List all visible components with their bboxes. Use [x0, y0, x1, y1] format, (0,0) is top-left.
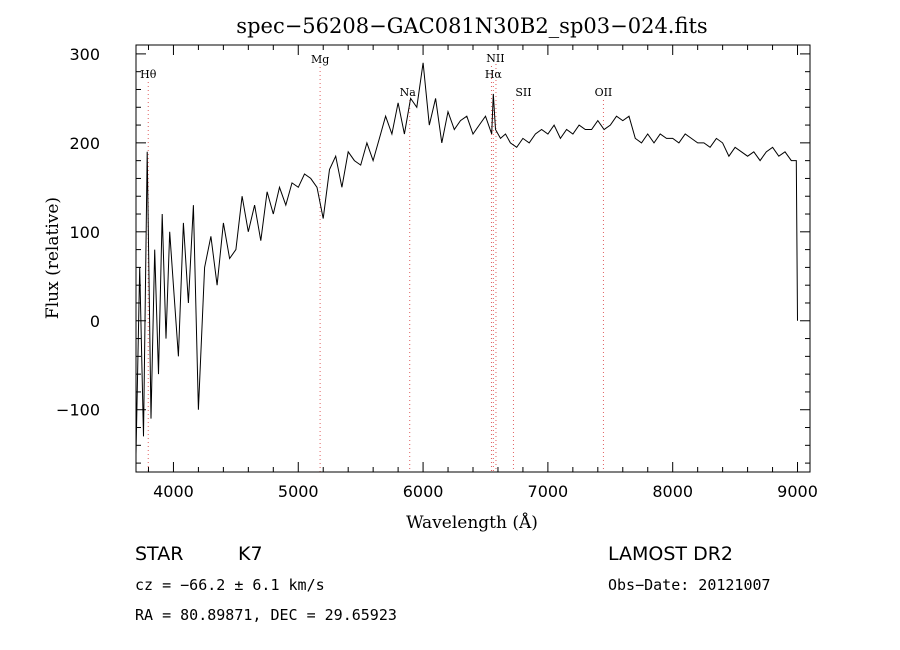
ra-dec: RA = 80.89871, DEC = 29.65923	[135, 606, 397, 624]
chart-title: spec−56208−GAC081N30B2_sp03−024.fits	[236, 14, 707, 38]
x-tick-label: 7000	[528, 482, 569, 501]
obs-date: Obs−Date: 20121007	[608, 576, 771, 594]
x-tick-label: 8000	[652, 482, 693, 501]
y-axis-label: Flux (relative)	[43, 197, 63, 319]
x-tick-label: 9000	[777, 482, 818, 501]
x-tick-label: 5000	[278, 482, 319, 501]
y-tick-label: 0	[90, 312, 100, 331]
survey-name: LAMOST DR2	[608, 543, 733, 565]
spectrum-line	[135, 62, 798, 455]
y-axis: −100 0 100 200 300	[56, 45, 810, 464]
y-tick-label: 100	[69, 223, 100, 242]
x-tick-label: 4000	[153, 482, 194, 501]
star-class: STAR	[135, 543, 183, 565]
spectral-line-label: Mg	[311, 53, 329, 66]
spectral-line-label: Hα	[485, 68, 503, 81]
x-tick-label: 6000	[403, 482, 444, 501]
spectral-line-label: NII	[486, 52, 504, 65]
spectral-line-label: SII	[515, 86, 531, 99]
spectral-line-label: Na	[400, 86, 417, 99]
y-tick-label: 200	[69, 134, 100, 153]
redshift-cz: cz = −66.2 ± 6.1 km/s	[135, 576, 325, 594]
x-axis: 4000 5000 6000 7000 8000 9000	[147, 45, 818, 501]
x-axis-label: Wavelength (Å)	[406, 512, 538, 533]
spectral-line-label: Hθ	[140, 68, 157, 81]
line-markers	[147, 64, 604, 472]
y-tick-label: 300	[69, 45, 100, 64]
line-labels: Hθ Mg Na NII Hα SII OII	[140, 52, 612, 99]
star-subclass: K7	[238, 543, 263, 565]
spectral-line-label: OII	[595, 86, 613, 99]
plot-frame	[135, 44, 811, 473]
y-tick-label: −100	[56, 401, 100, 420]
